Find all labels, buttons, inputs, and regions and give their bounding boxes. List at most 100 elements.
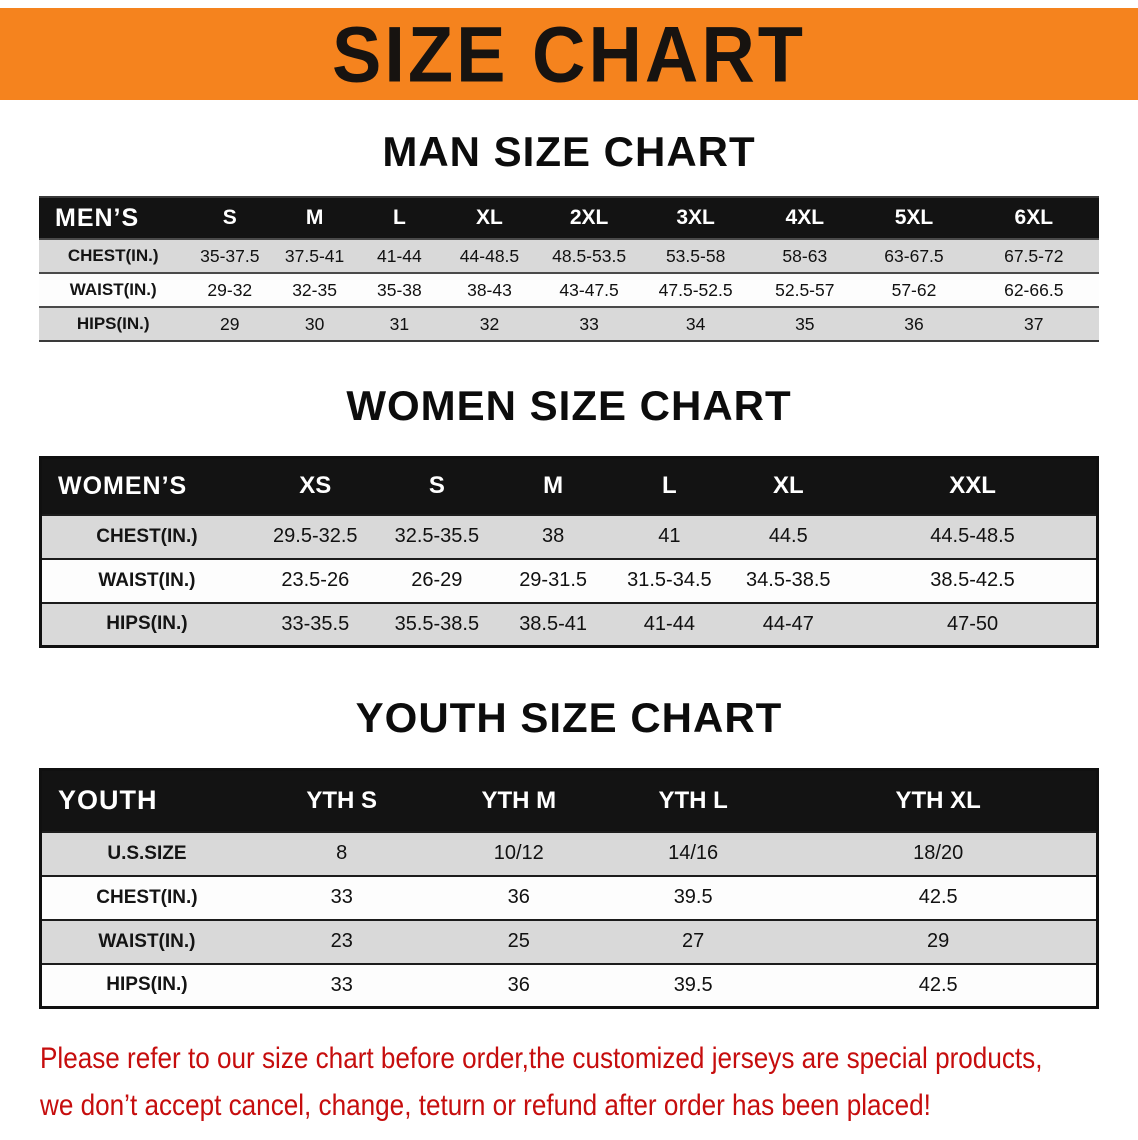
table-corner-label: WOMEN’S — [40, 457, 252, 515]
table-cell: 39.5 — [673, 886, 713, 908]
row-label: CHEST(IN.) — [96, 886, 198, 908]
row-label: HIPS(IN.) — [106, 974, 188, 996]
womens-size-table: WOMEN’S XS S M L XL XXL CHEST(IN.) 29.5-32.5 32.5… — [39, 456, 1099, 648]
table-row: HIPS(IN.) 29 30 31 32 33 34 35 36 37 — [39, 307, 1099, 341]
table-cell: 36 — [507, 973, 530, 996]
youth-size-table: YOUTH YTH S YTH M YTH L YTH XL U.S.SIZE 8 10/12… — [39, 768, 1099, 1009]
table-header-row: WOMEN’S XS S M L XL XXL — [40, 457, 1098, 515]
table-row: CHEST(IN.) 35-37.5 37.5-41 41-44 44-48.5 48.5… — [39, 239, 1099, 273]
table-cell: 43-47.5 — [559, 279, 619, 300]
column-header: YTH S — [251, 769, 432, 832]
row-label: HIPS(IN.) — [76, 314, 150, 333]
table-cell: 63-67.5 — [884, 245, 944, 266]
row-label: HIPS(IN.) — [106, 613, 188, 635]
table-header-row: MEN’S S M L XL 2XL 3XL 4XL 5XL 6XL — [39, 197, 1099, 239]
table-cell: 10/12 — [493, 842, 544, 864]
column-header: XL — [441, 197, 538, 239]
table-cell: 37 — [1024, 313, 1044, 334]
table-cell: 52.5-57 — [775, 279, 835, 300]
row-label: WAIST(IN.) — [98, 930, 196, 952]
row-label: CHEST(IN.) — [67, 246, 159, 265]
column-header: 2XL — [537, 197, 642, 239]
table-row: CHEST(IN.) 29.5-32.5 32.5-35.5 38 41 44.5 44.5… — [40, 514, 1098, 559]
table-cell: 38 — [541, 525, 565, 547]
table-cell: 47.5-52.5 — [658, 279, 733, 300]
table-cell: 62-66.5 — [1004, 279, 1064, 300]
table-cell: 25 — [507, 930, 530, 952]
column-header: L — [611, 457, 728, 515]
table-cell: 32.5-35.5 — [394, 525, 480, 547]
table-row: U.S.SIZE 8 10/12 14/16 18/20 — [40, 831, 1098, 876]
table-row: WAIST(IN.) 23 25 27 29 — [40, 919, 1098, 964]
table-cell: 8 — [336, 842, 348, 864]
table-cell: 44.5 — [768, 525, 808, 547]
man-size-chart-heading: MAN SIZE CHART — [382, 128, 756, 175]
table-cell: 34 — [685, 313, 706, 334]
column-header: YTH M — [431, 769, 606, 832]
row-label: WAIST(IN.) — [69, 280, 157, 299]
disclaimer-text: Please refer to our size chart before or… — [40, 1035, 1043, 1129]
table-header-row: YOUTH YTH S YTH M YTH L YTH XL — [40, 769, 1098, 832]
table-row: WAIST(IN.) 29-32 32-35 35-38 38-43 43-47.5 47.… — [39, 273, 1099, 307]
table-cell: 44.5-48.5 — [930, 525, 1015, 547]
table-cell: 33 — [330, 973, 353, 996]
column-header: 3XL — [641, 197, 751, 239]
size-table: MEN’S S M L XL 2XL 3XL 4XL 5XL 6XL CHEST(IN.) 35-37… — [39, 196, 1099, 342]
table-cell: 48.5-53.5 — [552, 245, 627, 266]
table-cell: 58-63 — [782, 245, 828, 266]
table-cell: 23 — [330, 930, 353, 952]
table-cell: 29.5-32.5 — [273, 525, 358, 547]
column-header: M — [272, 197, 357, 239]
table-cell: 33 — [579, 313, 599, 334]
size-table: WOMEN’S XS S M L XL XXL CHEST(IN.) 29.5-32.5 32.5… — [39, 456, 1099, 648]
mens-size-table: MEN’S S M L XL 2XL 3XL 4XL 5XL 6XL CHEST(IN.) 35-37… — [39, 196, 1099, 342]
table-cell: 34.5-38.5 — [746, 569, 831, 591]
table-cell: 44-48.5 — [459, 245, 520, 266]
table-row: HIPS(IN.) 33-35.5 35.5-38.5 38.5-41 41-44 44-… — [40, 602, 1098, 647]
table-cell: 37.5-41 — [284, 245, 345, 266]
size-chart-banner: SIZE CHART — [0, 8, 1138, 100]
table-corner-label: MEN’S — [39, 197, 188, 239]
table-cell: 35-37.5 — [200, 245, 260, 266]
column-header: 6XL — [968, 197, 1099, 239]
table-cell: 47-50 — [946, 612, 999, 635]
table-cell: 38.5-42.5 — [930, 569, 1015, 591]
table-cell: 36 — [507, 886, 530, 908]
table-cell: 27 — [682, 930, 705, 952]
table-corner-label: YOUTH — [40, 769, 252, 832]
youth-size-chart-heading: YOUTH SIZE CHART — [355, 694, 783, 741]
table-cell: 32-35 — [292, 279, 337, 300]
column-header: M — [494, 457, 612, 515]
table-cell: 31.5-34.5 — [627, 569, 712, 591]
table-cell: 30 — [304, 313, 325, 334]
table-row: WAIST(IN.) 23.5-26 26-29 29-31.5 31.5-34.5 34… — [40, 558, 1098, 603]
table-cell: 39.5 — [673, 973, 713, 996]
table-row: HIPS(IN.) 33 36 39.5 42.5 — [40, 963, 1098, 1008]
table-cell: 41 — [658, 525, 681, 547]
disclaimer-line-1: Please refer to our size chart before or… — [40, 1042, 1043, 1075]
table-cell: 35-38 — [377, 279, 422, 300]
column-header: 5XL — [859, 197, 969, 239]
table-cell: 36 — [904, 313, 924, 334]
table-cell: 33 — [330, 886, 353, 908]
table-cell: 35 — [795, 313, 815, 334]
women-size-chart-heading: WOMEN SIZE CHART — [346, 382, 792, 429]
column-header: YTH XL — [780, 769, 1098, 832]
table-cell: 32 — [479, 313, 500, 334]
table-cell: 67.5-72 — [1004, 245, 1064, 266]
table-cell: 38-43 — [467, 279, 512, 300]
table-cell: 41-44 — [643, 612, 695, 635]
column-header: L — [356, 197, 442, 239]
table-cell: 38.5-41 — [519, 612, 588, 635]
row-label: CHEST(IN.) — [96, 525, 198, 547]
table-cell: 29-31.5 — [519, 569, 588, 591]
column-header: YTH L — [605, 769, 781, 832]
table-cell: 42.5 — [918, 973, 958, 996]
table-cell: 33-35.5 — [281, 612, 350, 635]
row-label: U.S.SIZE — [107, 842, 187, 864]
table-cell: 26-29 — [411, 569, 463, 591]
banner-title: SIZE CHART — [332, 10, 806, 98]
table-cell: 53.5-58 — [665, 245, 726, 266]
column-header: 4XL — [750, 197, 860, 239]
disclaimer-line-2: we don’t accept cancel, change, teturn o… — [40, 1089, 931, 1122]
